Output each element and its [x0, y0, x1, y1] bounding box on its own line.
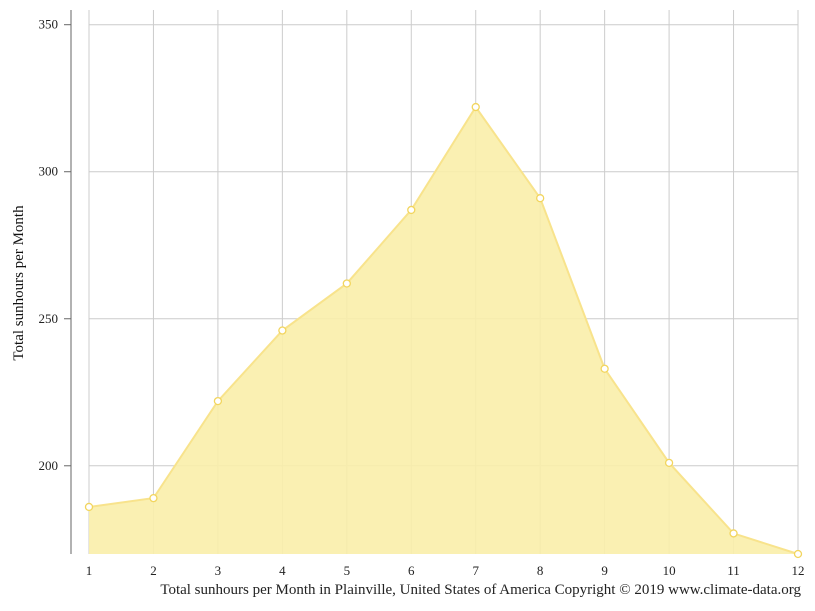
area-fill — [89, 107, 798, 554]
x-tick-label: 5 — [344, 563, 351, 578]
y-tick-label: 350 — [39, 17, 59, 32]
x-tick-label: 3 — [215, 563, 222, 578]
x-tick-label: 9 — [601, 563, 608, 578]
x-tick-label: 1 — [86, 563, 93, 578]
data-point — [149, 493, 158, 503]
data-point — [471, 102, 480, 112]
x-tick-label: 8 — [537, 563, 544, 578]
data-point — [600, 364, 609, 373]
x-tick-label: 6 — [408, 563, 415, 578]
y-axis-title: Total sunhours per Month — [11, 205, 27, 361]
x-tick-label: 4 — [279, 563, 286, 578]
series-line — [88, 105, 799, 555]
y-tick-label: 300 — [39, 164, 59, 179]
x-tick-label: 10 — [663, 563, 676, 578]
data-point — [793, 549, 803, 559]
data-points — [84, 102, 803, 559]
x-tick-label: 2 — [150, 563, 157, 578]
data-point — [84, 502, 94, 512]
data-point — [664, 458, 674, 467]
data-point — [729, 529, 738, 538]
data-point — [536, 194, 545, 203]
chart-caption: Total sunhours per Month in Plainville, … — [160, 582, 801, 598]
data-point — [213, 396, 223, 406]
x-tick-label: 7 — [472, 563, 479, 578]
x-tick-label: 12 — [792, 563, 805, 578]
area-layer — [88, 105, 799, 555]
y-tick-label: 200 — [39, 458, 59, 473]
data-point — [407, 205, 416, 215]
x-tick-label: 11 — [727, 563, 740, 578]
data-point — [278, 326, 287, 335]
data-point — [342, 279, 351, 288]
y-tick-label: 250 — [39, 311, 59, 326]
